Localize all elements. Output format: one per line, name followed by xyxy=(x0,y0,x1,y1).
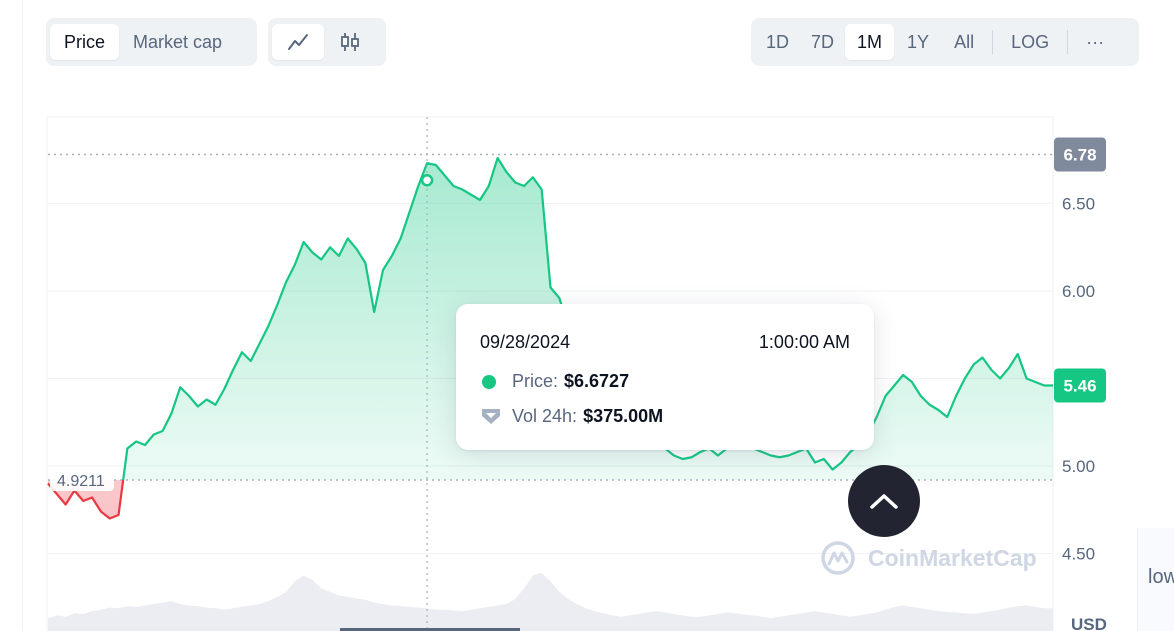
tooltip-volume-label: Vol 24h: xyxy=(512,406,578,426)
price-dot-icon xyxy=(482,374,496,389)
log-scale-button[interactable]: LOG xyxy=(1011,31,1050,52)
volume-layer xyxy=(48,572,1053,631)
current-price-label: 5.46 xyxy=(1063,377,1096,396)
range-divider xyxy=(992,30,994,54)
range-1d[interactable]: 1D xyxy=(766,31,790,52)
currency-label: USD xyxy=(1071,615,1107,631)
price-line-up xyxy=(122,156,1053,480)
y-tick-label: 6.50 xyxy=(1062,195,1095,214)
max-price-label: 6.78 xyxy=(1063,146,1096,165)
coinmarketcap-watermark: CoinMarketCap xyxy=(820,540,1037,576)
hover-marker xyxy=(420,174,434,187)
side-panel-text: low xyxy=(1148,566,1174,588)
candlestick-icon xyxy=(341,33,359,51)
price-tooltip: 09/28/2024 1:00:00 AM Price: $6.6727 Vol… xyxy=(456,304,874,450)
scroll-up-button[interactable] xyxy=(848,465,920,537)
y-tick-label: 4.50 xyxy=(1062,545,1095,564)
tooltip-price-label: Price: xyxy=(512,371,559,391)
tooltip-price-value: $6.6727 xyxy=(564,371,630,391)
y-tick-label: 6.00 xyxy=(1062,282,1095,301)
current-price-badge xyxy=(1054,368,1106,403)
chevron-up-icon xyxy=(870,494,898,509)
range-toggle: 1D 7D 1M 1Y All LOG ··· xyxy=(751,18,1139,66)
range-divider xyxy=(1067,30,1069,54)
overlay-layer: 4.9211 xyxy=(48,117,1053,631)
line-chart-button[interactable] xyxy=(272,24,324,60)
volume-icon xyxy=(482,408,500,424)
y-tick-label: 5.00 xyxy=(1062,457,1095,476)
baseline-label-bg xyxy=(50,467,114,491)
page-left-border xyxy=(22,0,23,631)
tooltip-date: 09/28/2024 xyxy=(480,332,571,352)
metric-toggle: Price Market cap xyxy=(46,18,257,66)
scroll-indicator xyxy=(340,628,520,631)
range-1y[interactable]: 1Y xyxy=(907,31,930,52)
max-price-badge xyxy=(1054,137,1106,172)
plot-frame xyxy=(46,116,1054,631)
range-1m[interactable]: 1M xyxy=(845,24,895,60)
tooltip-volume-value: $375.00M xyxy=(583,406,664,426)
watermark-text: CoinMarketCap xyxy=(868,544,1037,571)
coinmarketcap-logo-icon xyxy=(821,541,855,575)
tab-market-cap[interactable]: Market cap xyxy=(133,31,223,52)
tooltip-time: 1:00:00 AM xyxy=(758,332,850,352)
tab-price[interactable]: Price xyxy=(50,24,120,60)
range-all[interactable]: All xyxy=(954,31,975,52)
chart-style-toggle xyxy=(268,18,386,66)
line-chart-icon xyxy=(288,34,308,50)
more-options-button[interactable]: ··· xyxy=(1086,31,1105,52)
candlestick-button[interactable] xyxy=(324,24,376,60)
baseline-label: 4.9211 xyxy=(57,473,105,490)
range-7d[interactable]: 7D xyxy=(811,31,835,52)
side-panel-edge xyxy=(1137,528,1174,631)
volume-area xyxy=(48,572,1053,631)
